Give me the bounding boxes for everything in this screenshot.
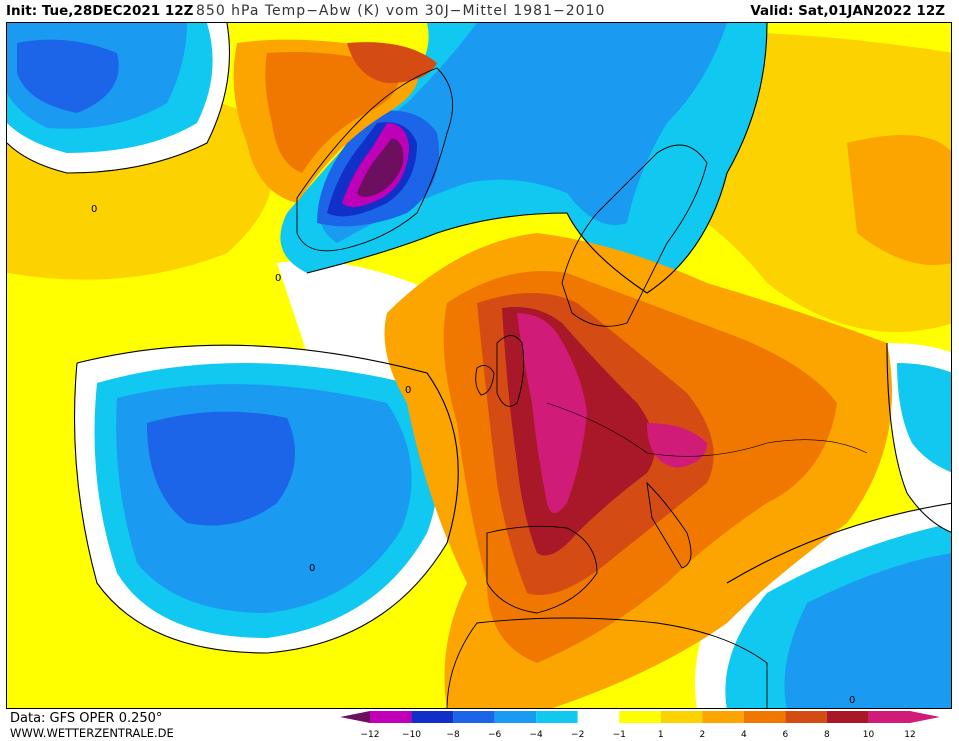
legend-swatch <box>370 711 412 723</box>
legend-tick-label: −2 <box>571 730 584 740</box>
init-time: Init: Tue,28DEC2021 12Z <box>6 3 194 19</box>
legend-tick-label: 8 <box>824 730 830 740</box>
legend-tick-label: 12 <box>904 730 915 740</box>
legend-swatch <box>826 711 869 723</box>
anomaly-warm-europe-5 <box>517 313 587 513</box>
legend-tick-label: −12 <box>361 730 380 740</box>
anomaly-map: 0 0 0 0 0 <box>6 22 952 709</box>
contour-zero-east-europe <box>886 342 951 533</box>
legend-swatch <box>577 711 620 723</box>
legend-swatch <box>453 711 495 723</box>
contour-zero-labrador <box>7 23 231 174</box>
contour-label: 0 <box>275 273 281 284</box>
legend-tick-label: 10 <box>863 730 875 740</box>
contour-label: 0 <box>309 563 315 574</box>
legend-tick-label: 4 <box>741 730 747 740</box>
legend-tick-label: 2 <box>699 730 705 740</box>
contour-label: 0 <box>849 695 855 706</box>
legend-tick-label: 1 <box>658 730 664 740</box>
map-footer: Data: GFS OPER 0.250° WWW.WETTERZENTRALE… <box>0 709 959 741</box>
contour-label: 0 <box>91 204 97 215</box>
legend-swatch <box>743 711 786 723</box>
anomaly-cold-east-med-2 <box>784 553 951 708</box>
coast-britain <box>496 335 525 407</box>
legend-swatch <box>536 711 578 723</box>
legend-tick-label: −1 <box>613 730 626 740</box>
legend-arrow-high <box>910 711 940 723</box>
coast-north-africa <box>446 617 768 708</box>
coast-italy <box>646 481 692 569</box>
legend-swatch <box>411 711 454 723</box>
anomaly-warm-urals <box>847 135 951 265</box>
legend-swatch <box>494 711 537 723</box>
anomaly-warm-baffin-3 <box>347 42 437 83</box>
legend-tick-label: 6 <box>783 730 789 740</box>
legend-tick-label: −8 <box>446 730 460 740</box>
legend-tick-label: −6 <box>488 730 502 740</box>
contour-label: 0 <box>405 385 411 396</box>
contour-zero-east-med <box>726 502 951 584</box>
map-header: Init: Tue,28DEC2021 12Z 850 hPa Temp−Abw… <box>0 0 959 22</box>
legend-swatch <box>619 711 661 723</box>
anomaly-cold-east-europe <box>897 363 951 473</box>
legend-swatch <box>660 711 703 723</box>
contour-zero-atlantic <box>73 344 459 654</box>
legend-swatch <box>868 711 910 723</box>
anomaly-warm-alps <box>647 423 707 468</box>
coast-greenland <box>296 67 454 252</box>
data-source: Data: GFS OPER 0.250° <box>10 711 163 726</box>
valid-time: Valid: Sat,01JAN2022 12Z <box>750 3 945 19</box>
legend-tick-label: −4 <box>530 730 544 740</box>
website-credit: WWW.WETTERZENTRALE.DE <box>10 726 174 740</box>
coast-iberia <box>486 525 598 614</box>
anomaly-warm-baffin-2 <box>265 52 399 173</box>
legend-tick-label: −10 <box>402 730 421 740</box>
legend-swatch <box>785 711 827 723</box>
color-legend: −12 −10 −8 −6 −4 −2 −1 1 2 4 6 8 10 12 <box>340 711 940 740</box>
legend-swatch <box>702 711 744 723</box>
coast-scandinavia <box>561 144 708 327</box>
anomaly-cold-labrador-3 <box>17 39 119 113</box>
map-canvas: 0 0 0 0 0 <box>7 23 951 708</box>
anomaly-cold-greenland-6 <box>357 138 404 197</box>
border-central-europe <box>546 402 868 457</box>
coast-ireland <box>475 364 495 396</box>
anomaly-cold-atlantic-3 <box>147 411 295 526</box>
legend-arrow-low <box>340 711 370 723</box>
contour-labels: 0 0 0 0 0 <box>91 204 855 706</box>
map-title: 850 hPa Temp−Abw (K) vom 30J−Mittel 1981… <box>196 3 606 19</box>
contour-zero-north <box>306 23 768 294</box>
